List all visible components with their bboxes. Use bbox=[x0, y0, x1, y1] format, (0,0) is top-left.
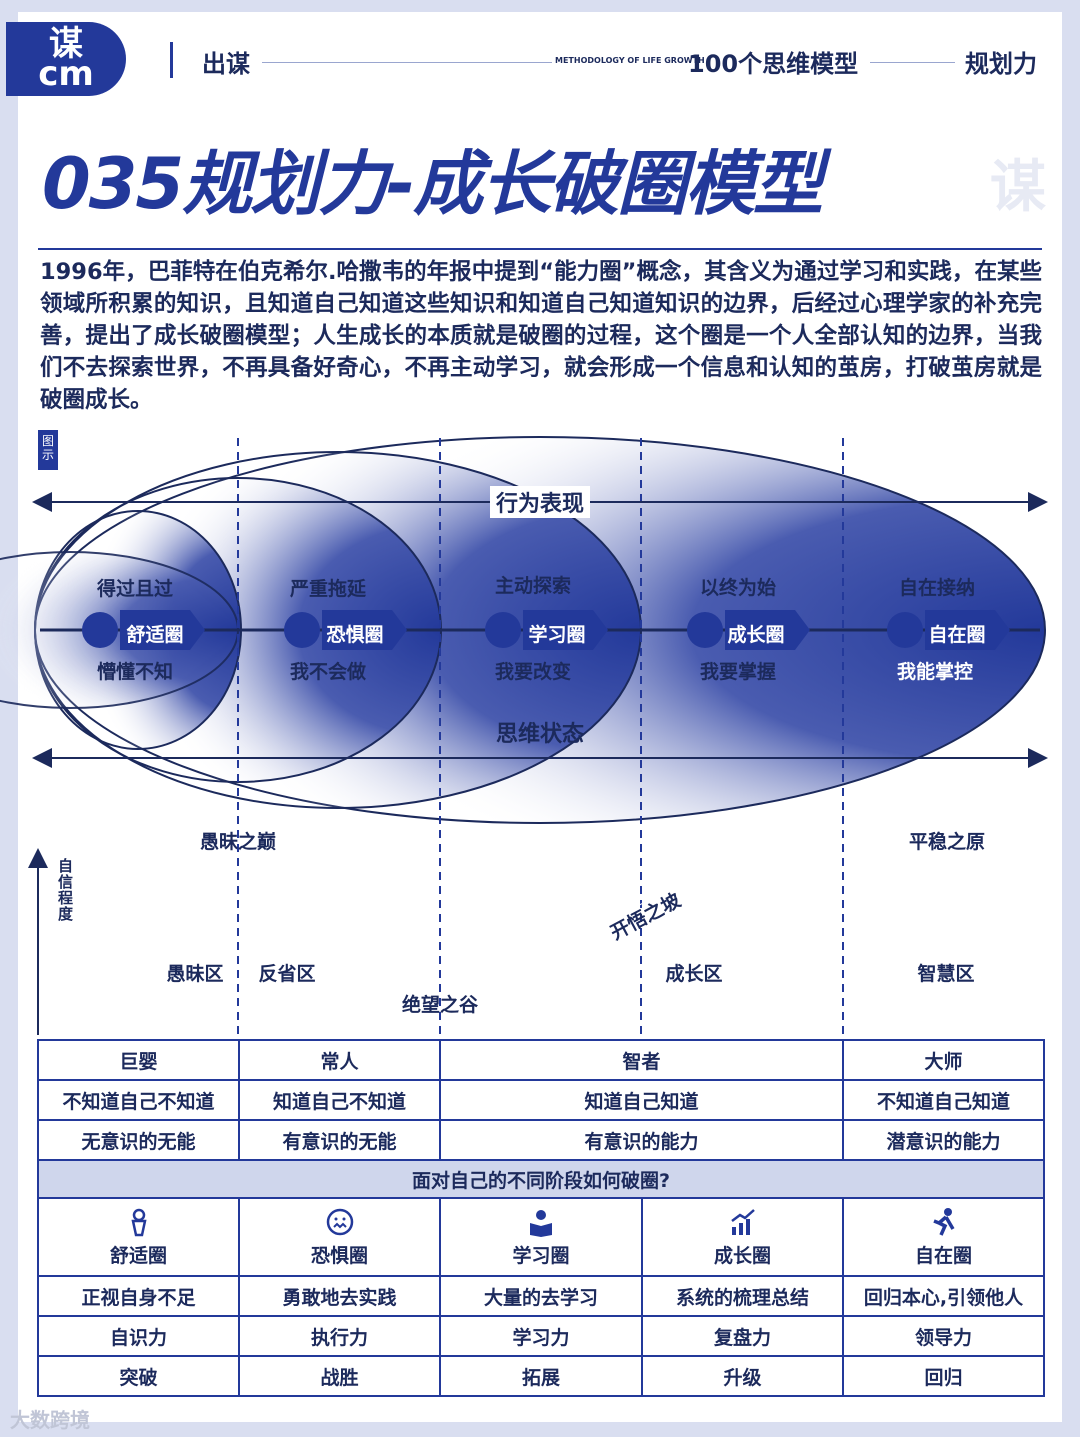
circle-cell: 恐惧圈 bbox=[238, 1197, 441, 1277]
running-icon bbox=[932, 1207, 955, 1236]
circle-name: 恐惧圈 bbox=[310, 1244, 368, 1267]
zone-wisdom: 智慧区 bbox=[917, 963, 975, 985]
peak-label: 愚昧之巅 bbox=[199, 831, 277, 853]
action-cell: 正视自身不足 bbox=[37, 1275, 240, 1317]
fear-top: 严重拖延 bbox=[289, 578, 367, 600]
table-row: 舒适圈 恐惧圈 学习圈 成长圈 自在圈 bbox=[37, 1197, 1046, 1277]
table-row: 无意识的无能 有意识的无能 有意识的能力 潜意识的能力 bbox=[37, 1119, 1046, 1161]
self-bottom: 我能掌控 bbox=[896, 661, 974, 683]
growth-chart-icon bbox=[730, 1208, 755, 1235]
circle-cell: 自在圈 bbox=[842, 1197, 1046, 1277]
skill-cell: 学习力 bbox=[439, 1315, 643, 1357]
result-cell: 战胜 bbox=[238, 1355, 441, 1397]
fear-name: 恐惧圈 bbox=[326, 624, 384, 646]
footer-watermark: 大数跨境 bbox=[10, 1408, 90, 1432]
page-title: 035规划力-成长破圈模型 bbox=[42, 143, 823, 225]
role-cell: 大师 bbox=[842, 1039, 1046, 1081]
comfort-name: 舒适圈 bbox=[126, 624, 184, 646]
learning-bottom: 我要改变 bbox=[494, 661, 572, 683]
header: 出谋 METHODOLOGY OF LIFE GROWTH 100个思维模型 规… bbox=[170, 22, 1050, 96]
circle-name: 成长圈 bbox=[714, 1244, 772, 1267]
fear-bottom: 我不会做 bbox=[289, 661, 367, 683]
skill-cell: 领导力 bbox=[842, 1315, 1046, 1357]
role-cell: 常人 bbox=[238, 1039, 441, 1081]
know-cell: 知道自己不知道 bbox=[238, 1079, 441, 1121]
know-cell: 知道自己知道 bbox=[438, 1079, 845, 1121]
skill-cell: 执行力 bbox=[238, 1315, 441, 1357]
result-cell: 回归 bbox=[842, 1355, 1046, 1397]
circle-name: 舒适圈 bbox=[109, 1244, 167, 1267]
growth-bottom: 我要掌握 bbox=[699, 661, 777, 683]
comfort-bottom: 懵懂不知 bbox=[96, 661, 174, 683]
stage-table: 巨婴 常人 智者 大师 不知道自己不知道 知道自己不知道 知道自己知道 不知道自… bbox=[36, 1039, 1046, 1397]
self-top: 自在接纳 bbox=[898, 577, 976, 599]
ability-cell: 有意识的能力 bbox=[438, 1119, 845, 1161]
mind-label: 思维状态 bbox=[495, 722, 585, 747]
person-icon bbox=[130, 1208, 147, 1236]
ability-cell: 有意识的无能 bbox=[238, 1119, 441, 1161]
table-row: 正视自身不足 勇敢地去实践 大量的去学习 系统的梳理总结 回归本心,引领他人 bbox=[37, 1275, 1046, 1317]
behavior-label: 行为表现 bbox=[489, 486, 591, 518]
action-cell: 系统的梳理总结 bbox=[640, 1275, 845, 1317]
table-row: 面对自己的不同阶段如何破圈? bbox=[36, 1159, 1046, 1199]
watermark-logo: 谋 bbox=[990, 155, 1046, 220]
learning-name: 学习圈 bbox=[528, 624, 586, 646]
result-cell: 突破 bbox=[37, 1355, 240, 1397]
header-divider-2 bbox=[870, 62, 955, 63]
circle-cell: 成长圈 bbox=[640, 1197, 845, 1277]
growth-name: 成长圈 bbox=[727, 624, 785, 646]
ability-cell: 潜意识的能力 bbox=[842, 1119, 1046, 1161]
table-row: 自识力 执行力 学习力 复盘力 领导力 bbox=[37, 1315, 1046, 1357]
figure-tag: 图示 bbox=[38, 430, 58, 470]
table-row: 不知道自己不知道 知道自己不知道 知道自己知道 不知道自己知道 bbox=[37, 1079, 1046, 1121]
circle-cell: 舒适圈 bbox=[37, 1197, 240, 1277]
confidence-axis-label: 自信程度 bbox=[58, 857, 74, 923]
zone-ignorance: 愚昧区 bbox=[166, 963, 224, 985]
zone-reflection: 反省区 bbox=[258, 963, 316, 985]
table-row: 突破 战胜 拓展 升级 回归 bbox=[37, 1355, 1046, 1397]
action-cell: 勇敢地去实践 bbox=[238, 1275, 441, 1317]
know-cell: 不知道自己不知道 bbox=[37, 1079, 240, 1121]
comfort-top: 得过且过 bbox=[96, 578, 174, 600]
title-rule bbox=[38, 248, 1042, 250]
header-category: 规划力 bbox=[965, 50, 1037, 78]
skill-cell: 复盘力 bbox=[640, 1315, 845, 1357]
growth-top: 以终为始 bbox=[699, 577, 777, 599]
reading-icon bbox=[530, 1209, 552, 1237]
logo-text: 谋 cm bbox=[38, 24, 94, 94]
zone-growth: 成长区 bbox=[665, 963, 723, 985]
circle-name: 自在圈 bbox=[915, 1244, 973, 1267]
intro-text: 1996年，巴菲特在伯克希尔.哈撒韦的年报中提到“能力圈”概念，其含义为通过学习… bbox=[40, 259, 1042, 413]
role-cell: 巨婴 bbox=[37, 1039, 240, 1081]
scared-face-icon bbox=[326, 1208, 353, 1235]
header-left: 出谋 bbox=[202, 50, 250, 78]
skill-cell: 自识力 bbox=[37, 1315, 240, 1357]
brand-logo: 谋 cm bbox=[6, 22, 126, 96]
circle-name: 学习圈 bbox=[512, 1244, 570, 1267]
self-name: 自在圈 bbox=[928, 624, 986, 646]
header-methodology: METHODOLOGY OF LIFE GROWTH bbox=[555, 56, 705, 65]
result-cell: 拓展 bbox=[439, 1355, 643, 1397]
header-bar bbox=[170, 42, 173, 78]
table-row: 巨婴 常人 智者 大师 bbox=[37, 1039, 1046, 1081]
header-series: 100个思维模型 bbox=[688, 50, 859, 78]
question-cell: 面对自己的不同阶段如何破圈? bbox=[36, 1159, 1046, 1199]
valley-label: 绝望之谷 bbox=[401, 994, 479, 1016]
result-cell: 升级 bbox=[640, 1355, 845, 1397]
action-cell: 大量的去学习 bbox=[439, 1275, 643, 1317]
action-cell: 回归本心,引领他人 bbox=[842, 1275, 1046, 1317]
ability-cell: 无意识的无能 bbox=[37, 1119, 240, 1161]
stage-markers bbox=[82, 610, 1010, 650]
learning-top: 主动探索 bbox=[494, 575, 572, 597]
role-cell: 智者 bbox=[438, 1039, 845, 1081]
confidence-curve bbox=[39, 838, 1041, 1031]
circle-cell: 学习圈 bbox=[439, 1197, 643, 1277]
plateau-label: 平稳之原 bbox=[908, 831, 986, 853]
header-divider bbox=[262, 62, 552, 63]
know-cell: 不知道自己知道 bbox=[842, 1079, 1046, 1121]
